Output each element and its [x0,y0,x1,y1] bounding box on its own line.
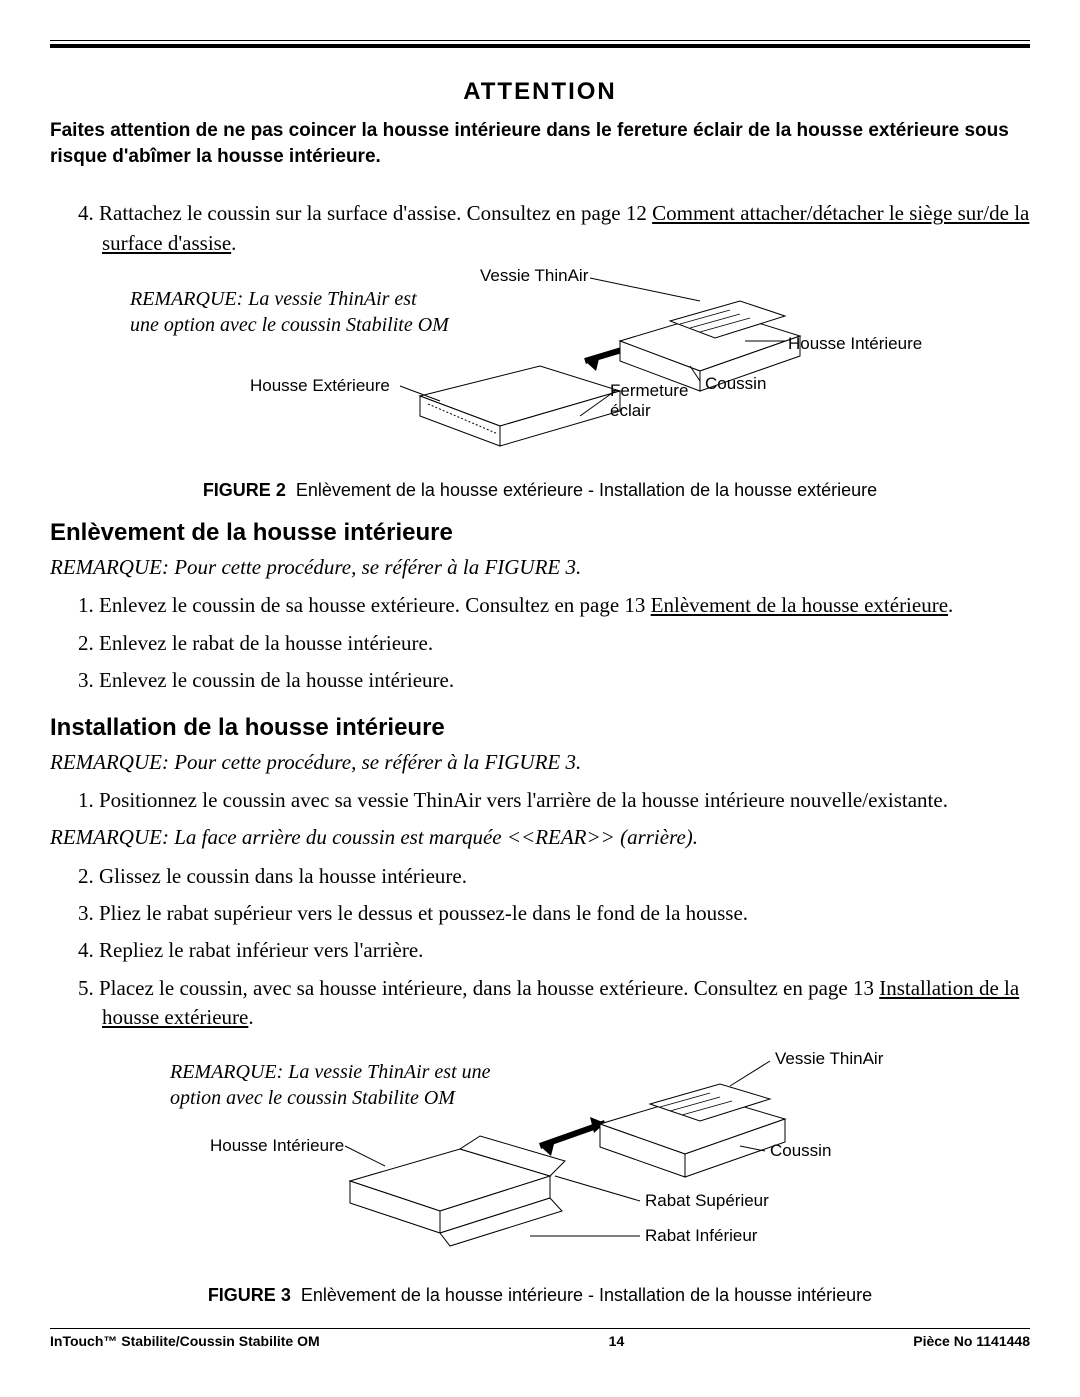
sec1-s3: 3. Enlevez le coussin de la housse intér… [78,666,1030,695]
figure-2: REMARQUE: La vessie ThinAir est une opti… [50,266,1030,466]
sec2-s2-t: Glissez le coussin dans la housse intéri… [99,864,467,888]
fig2-label-housse-ext: Housse Extérieure [250,376,390,396]
sec2-s1: 1. Positionnez le coussin avec sa vessie… [78,786,1030,815]
sec2-s4: 4. Repliez le rabat inférieur vers l'arr… [78,936,1030,965]
fig2-remarque: REMARQUE: La vessie ThinAir est une opti… [130,286,449,338]
attention-body: Faites attention de ne pas coincer la ho… [50,118,1030,169]
fig2-label-coussin: Coussin [705,374,766,394]
figure-2-caption-t: Enlèvement de la housse extérieure - Ins… [296,480,877,500]
sec2-remarque1: REMARQUE: Pour cette procédure, se référ… [50,748,1030,776]
attention-title: ATTENTION [50,78,1030,106]
sec2-s5: 5. Placez le coussin, avec sa housse int… [78,974,1030,1033]
sec2-s1-t: Positionnez le coussin avec sa vessie Th… [99,788,948,812]
sec1-s3-num: 3. [78,668,94,692]
sec1-s2: 2. Enlevez le rabat de la housse intérie… [78,629,1030,658]
sec1-remarque: REMARQUE: Pour cette procédure, se référ… [50,553,1030,581]
sec1-s2-num: 2. [78,631,94,655]
figure-3-caption-t: Enlèvement de la housse intérieure - Ins… [301,1285,872,1305]
fig3-label-rabat-sup: Rabat Supérieur [645,1191,769,1211]
sec1-s1-num: 1. [78,593,94,617]
sec1-heading: Enlèvement de la housse intérieure [50,519,1030,547]
footer-right: Pièce No 1141448 [913,1333,1030,1349]
fig2-label-fermeture: Fermeture éclair [610,381,688,421]
sec2-s5-b: . [248,1005,253,1029]
sec2-s5-a: Placez le coussin, avec sa housse intéri… [99,976,879,1000]
step-4: 4. Rattachez le coussin sur la surface d… [78,199,1030,258]
sec1-s3-t: Enlevez le coussin de la housse intérieu… [99,668,454,692]
footer-left: InTouch™ Stabilite/Coussin Stabilite OM [50,1333,320,1349]
figure-3-caption: FIGURE 3 Enlèvement de la housse intérie… [50,1285,1030,1306]
sec2-remarque2: REMARQUE: La face arrière du coussin est… [50,823,1030,851]
sec2-s3-t: Pliez le rabat supérieur vers le dessus … [99,901,748,925]
fig2-label-fermeture-b: éclair [610,401,651,420]
sec1-s1-a: Enlevez le coussin de sa housse extérieu… [99,593,651,617]
figure-3: REMARQUE: La vessie ThinAir est une opti… [50,1041,1030,1271]
sec2-s2: 2. Glissez le coussin dans la housse int… [78,862,1030,891]
sec1-s1: 1. Enlevez le coussin de sa housse extér… [78,591,1030,620]
fig3-label-housse-int: Housse Intérieure [210,1136,344,1156]
footer-center: 14 [609,1333,625,1349]
fig3-label-coussin: Coussin [770,1141,831,1161]
top-rule [50,40,1030,48]
sec2-s4-t: Repliez le rabat inférieur vers l'arrièr… [99,938,423,962]
fig3-label-vessie: Vessie ThinAir [775,1049,883,1069]
sec1-s2-t: Enlevez le rabat de la housse intérieure… [99,631,433,655]
figure-2-caption-b: FIGURE 2 [203,480,286,500]
figure-3-caption-b: FIGURE 3 [208,1285,291,1305]
sec2-s5-num: 5. [78,976,94,1000]
footer: InTouch™ Stabilite/Coussin Stabilite OM … [50,1328,1030,1349]
sec1-s1-b: . [948,593,953,617]
fig2-remarque-a: REMARQUE: La vessie ThinAir est [130,288,417,310]
sec2-heading: Installation de la housse intérieure [50,714,1030,742]
fig3-remarque-a: REMARQUE: La vessie ThinAir est une [170,1061,491,1083]
fig3-remarque: REMARQUE: La vessie ThinAir est une opti… [170,1059,491,1111]
step-4-text-b: . [231,231,236,255]
step-4-text-a: Rattachez le coussin sur la surface d'as… [99,201,652,225]
fig2-label-housse-int: Housse Intérieure [788,334,922,354]
sec2-s3: 3. Pliez le rabat supérieur vers le dess… [78,899,1030,928]
figure-2-caption: FIGURE 2 Enlèvement de la housse extérie… [50,480,1030,501]
sec2-s2-num: 2. [78,864,94,888]
sec2-s1-num: 1. [78,788,94,812]
sec2-s4-num: 4. [78,938,94,962]
fig3-label-rabat-inf: Rabat Inférieur [645,1226,757,1246]
step-4-num: 4. [78,201,94,225]
sec2-s3-num: 3. [78,901,94,925]
fig3-remarque-b: option avec le coussin Stabilite OM [170,1087,455,1109]
fig2-label-fermeture-a: Fermeture [610,381,688,400]
fig2-label-vessie: Vessie ThinAir [480,266,588,286]
sec1-s1-link[interactable]: Enlèvement de la housse extérieure [651,593,948,617]
fig2-remarque-b: une option avec le coussin Stabilite OM [130,314,449,336]
